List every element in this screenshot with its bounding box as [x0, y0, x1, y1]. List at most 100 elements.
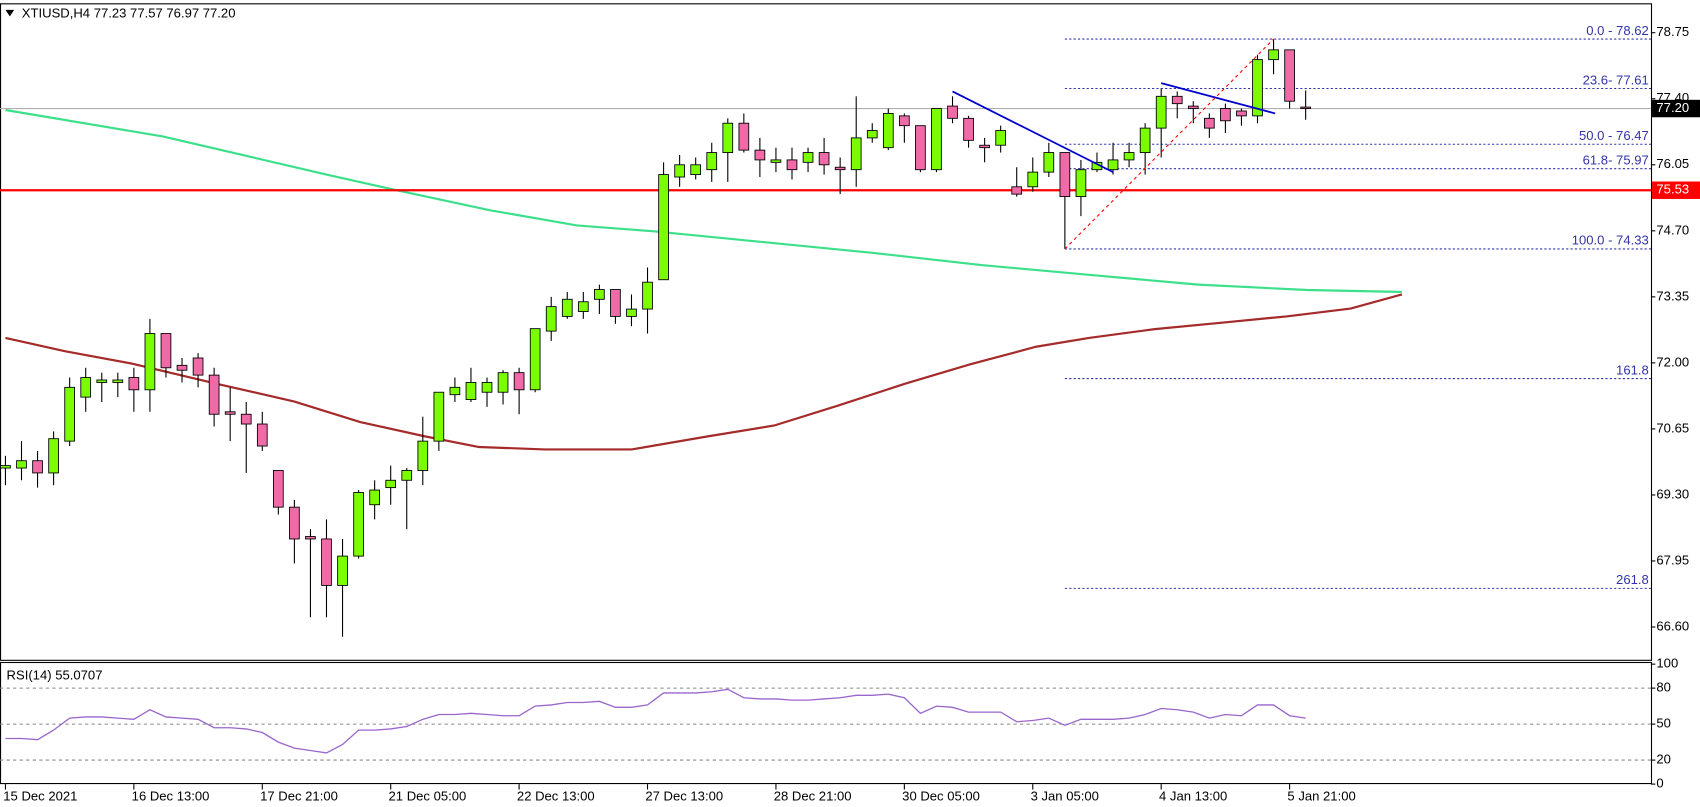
x-tick-label: 15 Dec 2021 [3, 789, 77, 804]
support-box [1652, 181, 1700, 199]
menu-triangle[interactable] [5, 9, 15, 17]
candle-body [1220, 108, 1231, 122]
rsi-tick-label: 20 [1656, 752, 1671, 767]
candle-body [1027, 171, 1039, 188]
fib-label: 261.8 [1616, 572, 1649, 587]
candle-body [1139, 127, 1151, 154]
candle-body [497, 372, 509, 393]
x-tick-label: 17 Dec 21:00 [260, 789, 338, 804]
candle-body [192, 357, 204, 376]
candle-body [128, 377, 140, 391]
candle-body [658, 174, 669, 281]
candle-body [818, 152, 830, 166]
fib-label: 50.0 - 76.47 [1579, 128, 1649, 143]
candle-body [706, 152, 718, 171]
candle-body [834, 166, 846, 171]
rsi-line [5, 688, 1306, 754]
candle-body [16, 460, 27, 469]
candle-body [1107, 159, 1119, 171]
support-label: 75.53 [1656, 182, 1689, 197]
candle-body [1252, 59, 1263, 117]
x-tick-label: 22 Dec 13:00 [517, 789, 595, 804]
candle-body [513, 372, 525, 391]
x-tick-label: 5 Jan 21:00 [1287, 789, 1355, 804]
x-tick-label: 28 Dec 21:00 [774, 789, 852, 804]
candle-body [866, 130, 878, 139]
candle-body [545, 306, 557, 332]
candle-body [931, 108, 942, 171]
x-tick-label: 21 Dec 05:00 [389, 789, 467, 804]
candle-body [337, 555, 348, 586]
rsi-tick-label: 0 [1656, 776, 1663, 791]
candle-body [882, 112, 894, 149]
rsi-title: RSI(14) 55.0707 [7, 668, 103, 683]
candle-body [433, 391, 445, 442]
moving-average [5, 293, 1403, 451]
candle-body [529, 328, 541, 391]
candle-body [240, 413, 252, 425]
candle-body [353, 492, 364, 557]
candle-body [626, 308, 637, 317]
rsi-panel [0, 661, 1653, 785]
candle-body [1268, 49, 1279, 61]
candle-body [401, 470, 413, 481]
y-tick-label: 72.00 [1656, 354, 1689, 369]
candle-body [176, 364, 188, 371]
candle-body [417, 440, 429, 471]
x-tick-label: 27 Dec 13:00 [645, 789, 723, 804]
candle-body [915, 125, 926, 171]
x-tick-label: 16 Dec 13:00 [132, 789, 210, 804]
y-tick-label: 67.95 [1656, 552, 1689, 567]
candle-body [979, 144, 990, 149]
moving-average [5, 108, 1402, 294]
candle-body [64, 386, 75, 442]
candle-body [674, 164, 685, 178]
trendline [1160, 82, 1276, 115]
candle-body [465, 382, 477, 401]
candle-body [561, 298, 573, 317]
candle-body [80, 377, 92, 398]
y-tick-label: 73.35 [1656, 288, 1689, 303]
y-tick-label: 69.30 [1656, 486, 1689, 501]
candle-body [272, 470, 284, 508]
candle-body [1284, 49, 1295, 102]
candle-body [1155, 95, 1167, 129]
y-tick-label: 70.65 [1656, 420, 1689, 435]
rsi-tick-label: 50 [1656, 716, 1671, 731]
rsi-tick-label: 100 [1656, 656, 1678, 671]
candle-body [385, 479, 397, 489]
last-price-label: 77.20 [1656, 100, 1689, 115]
x-tick-label: 30 Dec 05:00 [902, 789, 980, 804]
candle-body [321, 538, 332, 586]
rsi-tick-label: 80 [1656, 680, 1671, 695]
fib-label: 100.0 - 74.33 [1572, 233, 1649, 248]
x-tick-label: 3 Jan 05:00 [1031, 789, 1099, 804]
candle-body [369, 489, 380, 506]
candle-body [96, 379, 108, 383]
candle-body [289, 506, 300, 540]
candle-body [995, 130, 1007, 146]
candle-body [1204, 117, 1215, 129]
candle-body [594, 289, 605, 300]
candle-body [256, 423, 268, 447]
candle-body [754, 149, 766, 161]
candle-body [1187, 105, 1199, 109]
candle-body [32, 460, 43, 474]
trendline [952, 90, 1114, 173]
candle-body [1300, 106, 1311, 109]
candle-body [738, 122, 750, 151]
candle-body [481, 382, 493, 393]
candle-body [1171, 95, 1183, 105]
x-tick-label: 4 Jan 13:00 [1159, 789, 1227, 804]
candle-body [144, 333, 156, 391]
candle-body [642, 281, 653, 310]
candle-body [1123, 152, 1135, 161]
candle-body [48, 438, 59, 474]
candle-body [899, 115, 910, 127]
candle-body [1236, 110, 1247, 117]
fib-label: 161.8 [1616, 362, 1649, 377]
candle-body [112, 379, 124, 383]
fib-label: 0.0 - 78.62 [1586, 23, 1649, 38]
candle-body [963, 117, 974, 141]
